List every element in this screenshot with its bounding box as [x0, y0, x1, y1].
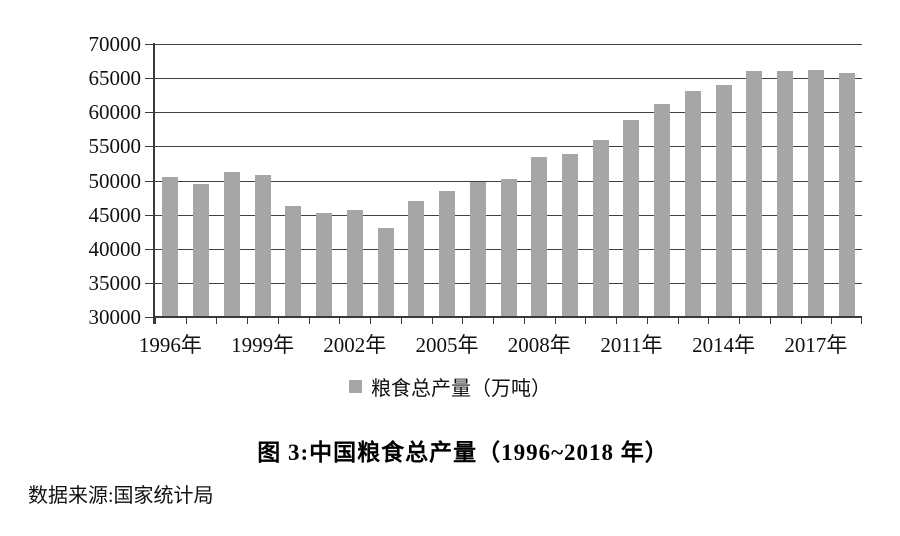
x-axis [153, 316, 862, 318]
y-axis [153, 43, 155, 324]
bar-2017 [807, 70, 824, 317]
gridline-55000 [155, 146, 862, 148]
gridline-65000 [155, 78, 862, 80]
x-tick-mark [616, 317, 618, 324]
y-tick-label: 55000 [88, 134, 142, 159]
bar-1998 [223, 172, 240, 317]
y-tick-mark [145, 317, 155, 318]
y-tick-mark [145, 248, 155, 250]
y-tick-mark [145, 78, 155, 80]
y-tick-mark [145, 214, 155, 216]
legend-swatch-icon [349, 380, 362, 393]
x-tick-mark [523, 317, 525, 324]
grain-production-bar-chart: 30000 35000 40000 45000 50000 55000 60000 65000… [0, 34, 900, 401]
x-tick-mark [769, 317, 771, 324]
x-tick-mark [554, 317, 556, 324]
bar-2006 [469, 181, 486, 317]
x-tick-label: 2011年 [600, 333, 663, 357]
x-tick-label: 2014年 [692, 333, 756, 357]
legend-label: 粮食总产量（万吨） [371, 378, 551, 400]
x-tick-mark [462, 317, 464, 324]
gridline-70000 [155, 44, 862, 45]
y-tick-mark [145, 44, 155, 45]
bar-2004 [408, 201, 425, 317]
x-tick-mark [800, 317, 802, 324]
x-tick-mark [831, 317, 833, 324]
x-tick-label: 2017年 [784, 333, 848, 357]
bar-2007 [500, 179, 517, 317]
data-source: 数据来源:国家统计局 [28, 485, 214, 507]
x-tick-mark [277, 317, 279, 324]
chart-legend: 粮食总产量（万吨） [0, 372, 900, 401]
x-tick-label: 1999年 [231, 333, 295, 357]
bar-2002 [346, 209, 363, 317]
y-tick-label: 50000 [88, 168, 142, 193]
y-tick-label: 70000 [88, 32, 142, 56]
x-tick-label: 1996年 [138, 333, 202, 357]
bar-2013 [684, 91, 701, 317]
x-tick-mark [739, 317, 741, 324]
bar-2003 [377, 227, 394, 317]
x-tick-mark [708, 317, 710, 324]
plot-area: 30000 35000 40000 45000 50000 55000 60000 65000… [89, 34, 862, 357]
bar-2014 [715, 85, 732, 317]
bar-1997 [193, 184, 210, 317]
y-tick-label: 35000 [88, 270, 142, 295]
y-tick-label: 60000 [88, 100, 142, 125]
x-tick-mark [185, 317, 187, 324]
gridline-60000 [155, 112, 862, 114]
y-tick-label: 45000 [88, 202, 142, 227]
y-tick-mark [145, 282, 155, 284]
x-tick-mark [861, 317, 862, 324]
bar-2015 [746, 70, 763, 317]
bar-2005 [439, 191, 456, 317]
x-tick-mark [400, 317, 402, 324]
x-tick-label: 2002年 [323, 333, 387, 357]
bar-2010 [592, 140, 609, 317]
x-tick-label: 2008年 [507, 333, 571, 357]
bar-1999 [254, 174, 271, 317]
x-tick-mark [646, 317, 648, 324]
x-tick-mark [339, 317, 341, 324]
y-tick-mark [145, 180, 155, 182]
bar-2001 [316, 212, 333, 317]
y-tick-mark [145, 146, 155, 148]
y-tick-label: 65000 [88, 66, 142, 91]
x-tick-mark [216, 317, 218, 324]
bar-2011 [623, 120, 640, 317]
bar-1996 [162, 177, 179, 317]
x-tick-mark [247, 317, 249, 324]
y-tick-label: 40000 [88, 236, 142, 261]
y-tick-label: 30000 [88, 305, 142, 329]
bar-2009 [561, 153, 578, 317]
x-tick-mark [370, 317, 372, 324]
x-tick-mark [431, 317, 433, 324]
x-tick-label: 2005年 [415, 333, 479, 357]
x-tick-mark [155, 317, 156, 324]
figure-caption: 图 3:中国粮食总产量（1996~2018 年） [257, 440, 669, 465]
x-tick-mark [308, 317, 310, 324]
bar-2018 [838, 72, 855, 317]
bar-2008 [531, 157, 548, 317]
bar-2000 [285, 206, 302, 317]
legend-entry: 粮食总产量（万吨） [349, 372, 551, 401]
x-tick-mark [677, 317, 679, 324]
bar-2016 [777, 71, 794, 317]
y-tick-mark [145, 112, 155, 114]
x-tick-mark [585, 317, 587, 324]
x-tick-mark [493, 317, 495, 324]
bar-2012 [654, 103, 671, 317]
